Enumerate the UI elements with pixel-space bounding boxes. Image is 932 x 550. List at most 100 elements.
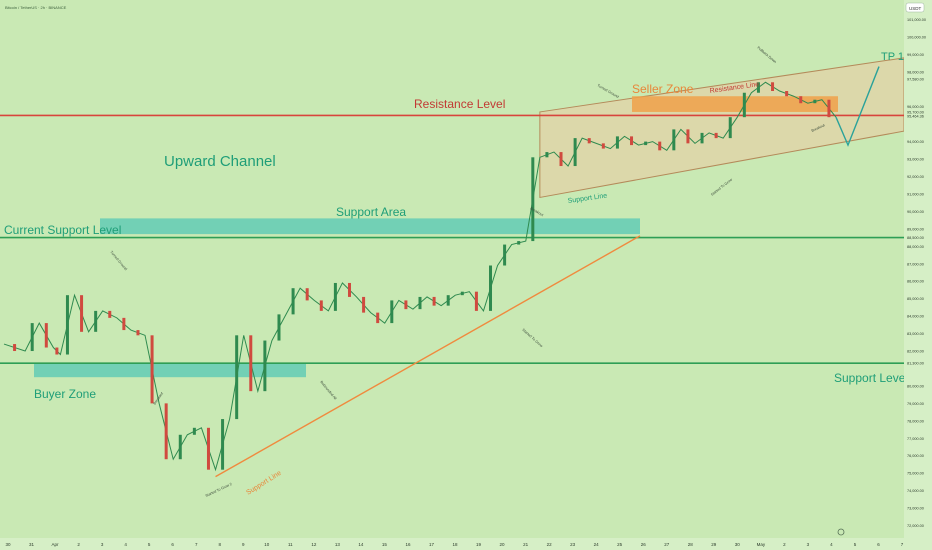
price-tick-label: 81,300.00 — [907, 362, 924, 366]
candle — [587, 138, 591, 144]
time-tick-label: 2 — [77, 542, 80, 547]
resistance-level-label: Resistance Level — [414, 97, 505, 111]
candle — [489, 265, 493, 311]
time-tick-label: 20 — [500, 542, 506, 547]
time-tick-label: 4 — [124, 542, 127, 547]
candle — [44, 323, 48, 348]
candle — [432, 296, 436, 306]
candle — [65, 295, 69, 355]
candle — [376, 312, 380, 324]
time-tick-label: 23 — [570, 542, 576, 547]
time-tick-label: 24 — [594, 542, 600, 547]
price-tick-label: 73,000.00 — [907, 507, 924, 511]
candle — [799, 96, 803, 104]
time-tick-label: 3 — [101, 542, 104, 547]
candle — [559, 152, 563, 167]
tp1-label: TP 1 — [881, 51, 904, 63]
time-tick-label: 31 — [29, 542, 35, 547]
time-tick-label: 5 — [148, 542, 151, 547]
time-tick-label: 4 — [830, 542, 833, 547]
upward-channel-label: Upward Channel — [164, 153, 276, 170]
price-tick-label: 100,000.00 — [907, 35, 926, 39]
candle — [263, 340, 267, 392]
buyer-zone-label: Buyer Zone — [34, 387, 96, 401]
time-tick-label: 3 — [807, 542, 810, 547]
time-tick-label: 10 — [264, 542, 270, 547]
annotation-breakout-2: Breakout — [530, 206, 544, 217]
price-tick-label: 79,000.00 — [907, 402, 924, 406]
price-tick-label: 83,000.00 — [907, 332, 924, 336]
time-tick-label: 19 — [476, 542, 482, 547]
price-tick-label: 97,580.00 — [907, 78, 924, 82]
price-tick-label: 96,000.00 — [907, 105, 924, 109]
candle — [249, 335, 253, 392]
annotation-breakout-3: Breakout — [811, 123, 826, 133]
candle — [545, 152, 549, 158]
candle — [390, 300, 394, 324]
candle — [686, 129, 690, 144]
time-tick-label: 5 — [854, 542, 857, 547]
price-tick-label: 101,000.00 — [907, 18, 926, 22]
candle — [672, 129, 676, 151]
time-tick-label: 6 — [877, 542, 880, 547]
candle — [644, 141, 648, 146]
projection-arrow — [835, 66, 880, 147]
candle — [108, 310, 112, 318]
candle — [531, 157, 535, 242]
time-tick-label: Apr — [52, 542, 60, 547]
candle — [517, 241, 521, 245]
candle — [827, 99, 831, 118]
candle — [700, 132, 704, 144]
candle — [714, 132, 718, 139]
time-axis[interactable] — [0, 538, 904, 550]
time-tick-label: 14 — [358, 542, 364, 547]
price-axis-labels: 101,000.00 100,000.00 99,000.00 98,000.00 97… — [907, 18, 926, 528]
candle — [221, 419, 225, 470]
time-axis-labels: 30 31 Apr 2 3 4 5 6 7 8 9 10 11 12 13 14 15 16 17 18 19 20 21 2… — [5, 542, 903, 547]
candle — [418, 296, 422, 310]
time-tick-label: May — [757, 542, 766, 547]
time-tick-label: 7 — [195, 542, 198, 547]
candle — [347, 282, 351, 297]
settings-icon[interactable] — [837, 528, 845, 536]
seller-zone — [632, 96, 838, 112]
candle — [756, 82, 760, 93]
price-tick-label: 88,000.00 — [907, 245, 924, 249]
candle — [305, 288, 309, 301]
time-tick-label: 22 — [547, 542, 553, 547]
time-tick-label: 6 — [171, 542, 174, 547]
time-tick-label: 8 — [218, 542, 221, 547]
time-tick-label: 12 — [311, 542, 317, 547]
support-level-label: Support Level — [834, 371, 908, 385]
time-tick-label: 16 — [405, 542, 411, 547]
time-tick-label: 18 — [452, 542, 458, 547]
candle — [630, 136, 634, 146]
support-area-zone — [100, 218, 640, 235]
price-axis[interactable] — [904, 0, 932, 550]
candle — [192, 427, 196, 435]
current-support-level-label: Current Support Level — [4, 223, 121, 237]
price-tick-label: 74,000.00 — [907, 489, 924, 493]
candle — [503, 244, 507, 266]
currency-badge — [905, 2, 925, 13]
candle — [150, 335, 154, 404]
candle — [291, 288, 295, 315]
candle — [235, 335, 239, 420]
price-tick-label: 93,000.00 — [907, 158, 924, 162]
price-tick-label: 91,000.00 — [907, 192, 924, 196]
price-tick-label: 99,000.00 — [907, 53, 924, 57]
price-tick-label: 75,000.00 — [907, 472, 924, 476]
price-tick-label: 77,000.00 — [907, 437, 924, 441]
candle — [742, 92, 746, 118]
price-tick-label: 86,000.00 — [907, 280, 924, 284]
candle — [658, 141, 662, 151]
candle — [164, 403, 168, 460]
candle — [94, 310, 98, 332]
time-tick-label: 29 — [711, 542, 717, 547]
price-tick-label: 72,000.00 — [907, 524, 924, 528]
candle — [333, 282, 337, 311]
currency-badge-text: USDT — [909, 6, 922, 11]
price-tick-label: 94,000.00 — [907, 140, 924, 144]
time-tick-label: 26 — [641, 542, 647, 547]
